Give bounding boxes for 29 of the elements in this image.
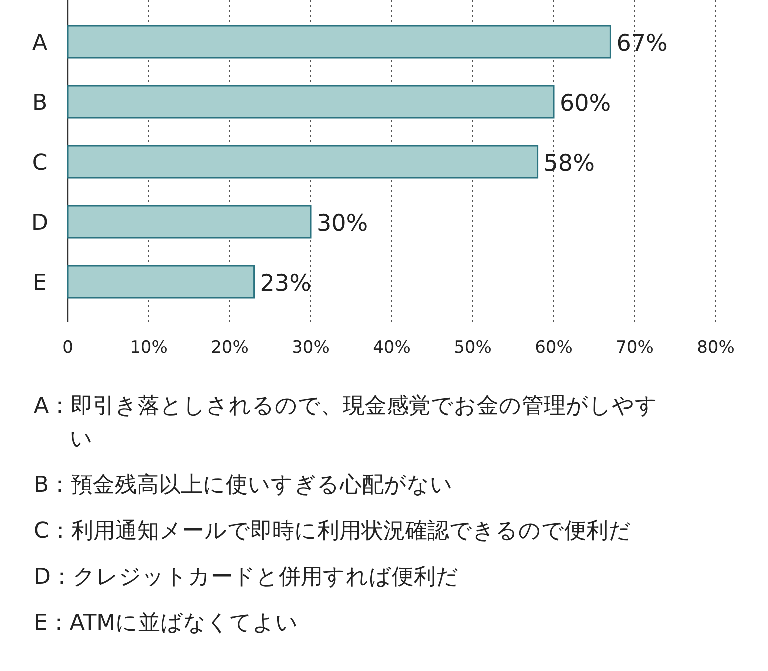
bar [67, 205, 312, 239]
bar [67, 25, 612, 59]
x-tick-label: 10% [130, 338, 168, 358]
data-label: 23% [260, 271, 312, 297]
x-tick-label: 0 [62, 338, 74, 358]
y-tick-label: D [32, 211, 48, 236]
x-tick-label: 80% [697, 338, 735, 358]
x-tick-label: 50% [454, 338, 492, 358]
data-label: 60% [560, 91, 612, 117]
data-label: 30% [317, 211, 368, 237]
x-tick-label: 70% [616, 338, 654, 358]
data-label: 67% [616, 31, 668, 57]
text: B：預金残高以上に使いすぎる心配がない [34, 473, 454, 498]
y-tick-label: E [33, 271, 47, 296]
x-tick-label: 60% [535, 338, 573, 358]
bar [67, 265, 256, 299]
y-tick-label: A [32, 31, 48, 56]
y-tick-label: B [32, 91, 48, 116]
text: E：ATMに並ばなくてよい [34, 611, 299, 636]
x-tick-label: 40% [373, 338, 411, 358]
bar [67, 145, 539, 179]
text: D：クレジットカードと併用すれば便利だ [34, 565, 459, 590]
data-label: 58% [544, 151, 595, 177]
x-tick-label: 30% [292, 338, 330, 358]
x-tick-label: 20% [211, 338, 249, 358]
text: A：即引き落としされるので、現金感覚でお金の管理がしやすい [34, 394, 658, 452]
bar [67, 85, 555, 119]
y-tick-label: C [32, 151, 48, 176]
text: C：利用通知メールで即時に利用状況確認できるので便利だ [34, 519, 632, 544]
